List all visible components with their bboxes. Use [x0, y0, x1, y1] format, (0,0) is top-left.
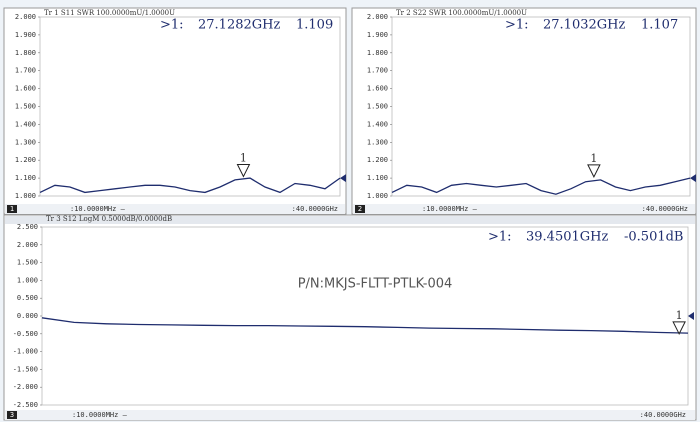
y-tick-label: 1.000	[17, 276, 38, 284]
trace-header: Tr 3 S12 LogM 0.5000dB/0.0000dB	[46, 215, 172, 223]
trace-header: Tr 2 S22 SWR 100.0000mU/1.0000U	[396, 9, 527, 17]
y-tick-label: -1.500	[13, 365, 38, 373]
y-tick-label: 0.000	[17, 312, 38, 320]
marker-x-readout: 39.4501GHz	[526, 230, 608, 245]
y-tick-label: 1.700	[15, 67, 36, 75]
plot-area	[41, 226, 689, 406]
y-tick-label: 1.600	[15, 85, 36, 93]
annotation: P/N:MKJS-FLTT-PTLK-004	[298, 277, 453, 292]
y-tick-label: -2.500	[13, 401, 38, 409]
marker-name: 1	[676, 309, 683, 322]
footer-bar	[353, 204, 695, 214]
marker-label: >1:	[488, 230, 512, 245]
marker-name: 1	[590, 152, 597, 165]
plot-area	[39, 16, 341, 197]
marker-y-readout: 1.109	[296, 18, 333, 33]
y-tick-label: 1.900	[367, 31, 388, 39]
y-tick-label: -0.500	[13, 330, 38, 338]
y-tick-label: 1.300	[367, 138, 388, 146]
y-tick-label: 1.600	[367, 85, 388, 93]
y-tick-label: 1.500	[367, 103, 388, 111]
marker-name: 1	[240, 151, 247, 164]
channel-number: 2	[358, 205, 362, 213]
y-tick-label: 1.500	[15, 103, 36, 111]
marker-label: >1:	[160, 18, 184, 33]
y-tick-label: 1.800	[15, 49, 36, 57]
y-tick-label: 0.500	[17, 294, 38, 302]
channel-number: 3	[10, 411, 14, 419]
marker-triangle	[672, 321, 686, 335]
marker-x-readout: 27.1282GHz	[198, 18, 280, 33]
y-tick-label: 1.300	[15, 138, 36, 146]
x-start-label: :10.0000MHz —	[72, 411, 128, 419]
x-stop-label: :40.0000GHz	[640, 411, 686, 419]
y-tick-label: 2.500	[17, 223, 38, 231]
y-tick-label: 1.200	[15, 156, 36, 164]
plot-area	[391, 16, 691, 197]
x-start-label: :10.0000MHz —	[422, 205, 478, 213]
reference-arrow	[340, 174, 346, 183]
channel-number: 1	[10, 205, 14, 213]
reference-arrow	[688, 312, 694, 320]
y-tick-label: 1.000	[367, 192, 388, 200]
trace	[391, 177, 691, 195]
x-stop-label: :40.0000GHz	[292, 205, 338, 213]
marker-triangle	[236, 163, 251, 178]
trace	[39, 177, 341, 194]
footer-bar	[5, 204, 345, 214]
y-tick-label: 1.500	[17, 259, 38, 267]
y-tick-label: -2.000	[13, 383, 38, 391]
y-tick-label: 2.000	[15, 13, 36, 21]
marker-label: >1:	[505, 18, 529, 33]
channel-box	[7, 411, 17, 419]
marker-x-readout: 27.1032GHz	[543, 18, 625, 33]
y-tick-label: 2.000	[17, 241, 38, 249]
y-tick-label: 1.700	[367, 67, 388, 75]
marker-y-readout: 1.107	[641, 18, 678, 33]
footer-bar	[5, 410, 695, 420]
header-bar	[5, 216, 695, 224]
y-tick-label: 1.400	[15, 120, 36, 128]
y-tick-label: 1.400	[367, 120, 388, 128]
marker-y-readout: -0.501dB	[624, 230, 683, 245]
channel-box	[7, 205, 17, 213]
y-tick-label: 1.200	[367, 156, 388, 164]
y-tick-label: 1.000	[15, 192, 36, 200]
channel-box	[355, 205, 365, 213]
trace	[41, 317, 689, 334]
y-tick-label: -1.000	[13, 348, 38, 356]
reference-arrow	[690, 174, 696, 183]
x-stop-label: :40.0000GHz	[642, 205, 688, 213]
y-tick-label: 1.100	[367, 174, 388, 182]
marker-triangle	[587, 164, 601, 178]
trace-header: Tr 1 S11 SWR 100.0000mU/1.0000U	[44, 9, 175, 17]
y-tick-label: 2.000	[367, 13, 388, 21]
y-tick-label: 1.100	[15, 174, 36, 182]
y-tick-label: 1.800	[367, 49, 388, 57]
y-tick-label: 1.900	[15, 31, 36, 39]
x-start-label: :10.0000MHz —	[70, 205, 126, 213]
